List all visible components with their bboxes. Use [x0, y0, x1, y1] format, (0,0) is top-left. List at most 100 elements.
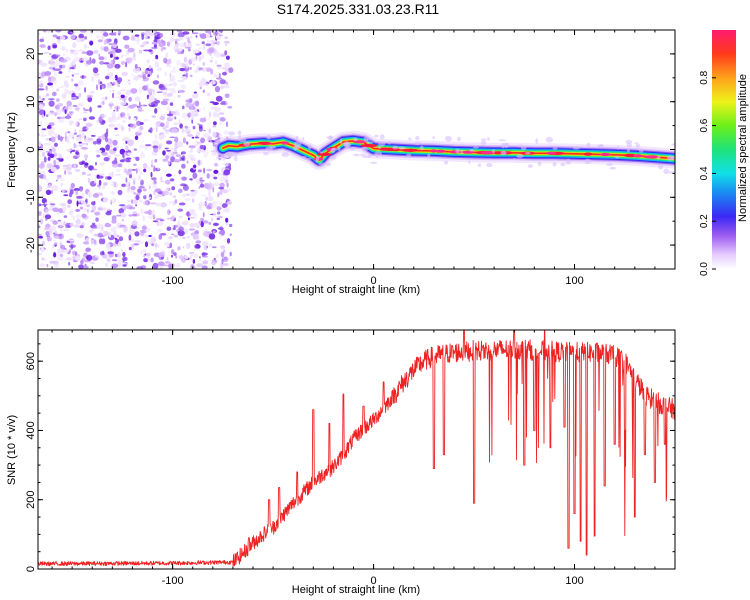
ridge-halo: [350, 147, 356, 151]
ridge-halo: [535, 138, 539, 144]
figure-title: S174.2025.331.03.23.R11: [277, 1, 440, 17]
snr-frame: [37, 329, 676, 570]
snr-content: [38, 330, 675, 567]
ridge-halo: [374, 151, 383, 157]
snr-line: [38, 330, 675, 567]
x-tick-label-100: 100: [565, 275, 583, 287]
ridge-hotspot: [546, 151, 557, 155]
ridge-halo: [477, 163, 482, 167]
ridge-hotspot: [257, 141, 271, 145]
ridge-halo: [361, 147, 367, 150]
ridge-halo: [626, 143, 632, 148]
ridge-halo: [281, 152, 290, 157]
ridge-halo: [319, 151, 324, 154]
ridge-halo: [398, 146, 406, 150]
ridge-halo: [302, 136, 305, 141]
ridge-hotspot: [430, 149, 437, 153]
snr-x-tick-label-0: 0: [371, 575, 377, 587]
ridge-halo: [638, 148, 644, 153]
x-tick-label-0: 0: [371, 275, 377, 287]
colorbar-tick-label-4: 0.8: [699, 70, 710, 84]
ridge-halo: [367, 154, 372, 158]
ridge-halo: [469, 149, 475, 152]
ridge-halo: [606, 163, 613, 166]
ridge-halo: [513, 158, 516, 160]
ridge-halo: [293, 141, 302, 147]
ridge-halo: [230, 152, 239, 157]
ridge-halo: [318, 162, 327, 166]
y-tick-label-10: 10: [25, 96, 37, 108]
ridge-halo: [374, 134, 379, 138]
ridge-halo: [468, 160, 471, 165]
ridge-halo: [266, 134, 272, 140]
ridge-halo: [366, 137, 373, 141]
ridge-halo: [473, 146, 479, 149]
ridge-halo: [367, 141, 374, 144]
ridge-hotspot: [583, 152, 593, 156]
ridge-halo: [293, 145, 298, 151]
colorbar-label: Normalized spectral amplitude: [737, 74, 749, 222]
ridge-halo: [527, 164, 533, 168]
snr-axes: -100 0 100 0 200 400 600: [25, 330, 676, 587]
ridge-halo: [301, 156, 307, 159]
ridge-halo: [237, 130, 242, 136]
ridge-halo: [455, 148, 460, 154]
ridge-halo: [500, 150, 507, 156]
ridge-halo: [378, 145, 381, 150]
ridge-halo: [525, 151, 531, 155]
ridge-halo: [392, 145, 399, 150]
snr-y-tick-label-600: 600: [25, 352, 37, 370]
ridge-halo: [444, 160, 448, 165]
snr-ylabel: SNR (10 * v/v): [6, 415, 18, 485]
spectrogram-content: [38, 30, 675, 269]
colorbar-gradient: [712, 30, 736, 269]
ridge-halo: [635, 143, 641, 149]
ridge-halo: [663, 168, 670, 174]
ridge-halo: [598, 144, 604, 149]
ridge-halo: [432, 136, 436, 140]
noise-speckle: [38, 30, 234, 269]
ridge-halo: [537, 161, 542, 166]
ridge-halo: [330, 148, 334, 152]
ridge-halo: [343, 141, 350, 147]
ridge-hotspot: [633, 154, 643, 158]
ridge-halo: [545, 136, 553, 143]
ridge-halo: [332, 147, 337, 151]
ridge-halo: [565, 158, 572, 165]
ridge-halo: [406, 153, 412, 157]
ridge-hotspot: [401, 148, 419, 152]
ridge-halo: [625, 139, 633, 145]
snr-x-tick-label-100: 100: [565, 575, 583, 587]
ridge-hotspot: [643, 155, 659, 159]
ridge-halo: [388, 140, 391, 145]
ridge-halo: [304, 157, 312, 160]
ridge-halo: [326, 162, 332, 167]
ridge-halo: [353, 153, 360, 157]
snr-x-tick-label--100: -100: [162, 575, 184, 587]
ridge-halo: [427, 153, 431, 160]
ridge-halo: [224, 151, 232, 157]
ridge-halo: [295, 135, 299, 141]
colorbar-tick-label-0: 0.0: [699, 262, 710, 276]
ridge-halo: [315, 159, 318, 163]
ridge-halo: [337, 146, 341, 151]
ridge-halo: [269, 145, 276, 149]
ridge-halo: [504, 142, 508, 148]
ridge-halo: [419, 145, 424, 151]
snr-panel: -100 0 100 0 200 400 600 Height of straight li…: [6, 329, 676, 596]
ridge-halo: [353, 137, 358, 142]
ridge-halo: [627, 148, 630, 153]
ridge-halo: [329, 155, 337, 160]
ridge-halo: [408, 137, 412, 141]
ridge-hotspot: [317, 152, 332, 156]
ridge-halo: [460, 149, 463, 155]
ridge-halo: [615, 155, 620, 159]
ridge-halo: [228, 131, 235, 136]
colorbar-tick-label-1: 0.2: [699, 214, 710, 228]
ridge-hotspot: [281, 141, 289, 145]
ridge-halo: [492, 149, 495, 154]
ridge-halo: [516, 154, 524, 159]
ridge-halo: [307, 144, 312, 150]
